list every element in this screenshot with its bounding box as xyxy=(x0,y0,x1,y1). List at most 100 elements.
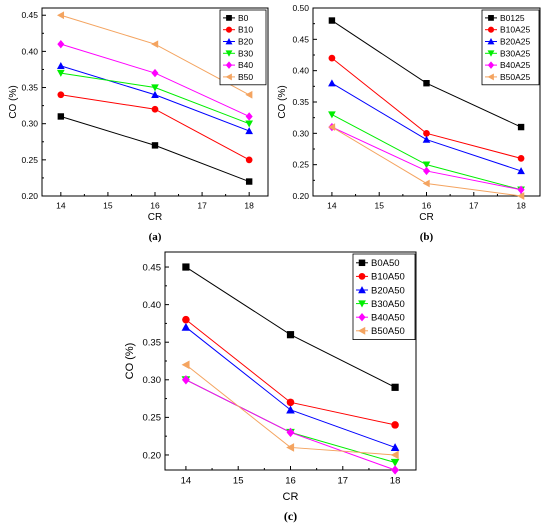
legend-marker xyxy=(358,259,366,267)
legend-label: B30A50 xyxy=(371,299,405,310)
legend-marker xyxy=(225,50,233,57)
x-axis-title: CR xyxy=(419,212,433,223)
series-line xyxy=(185,379,396,463)
legend-label: B0A50 xyxy=(371,258,400,269)
data-point xyxy=(56,11,65,20)
data-point xyxy=(245,90,253,99)
data-point xyxy=(286,443,295,452)
legend-label: B20A50 xyxy=(371,285,405,296)
y-tick-label: 0.25 xyxy=(21,155,38,165)
series-B20A25 xyxy=(328,79,525,175)
legend: B0A50 B10A50 B20A50 B30A50 B40A50 B50A50 xyxy=(352,253,416,340)
x-tick-label: 16 xyxy=(422,201,432,211)
legend-marker xyxy=(487,26,495,33)
legend-label: B0 xyxy=(238,13,249,23)
data-point xyxy=(286,331,295,339)
data-point xyxy=(57,113,65,120)
legend-label: B20 xyxy=(238,36,253,46)
x-tick-label: 14 xyxy=(181,476,192,487)
series-B0 xyxy=(57,113,253,185)
data-point xyxy=(151,90,159,98)
y-axis-title: CO (%) xyxy=(8,85,19,118)
series-line xyxy=(60,115,250,183)
x-tick-label: 18 xyxy=(390,476,401,487)
series-B10 xyxy=(57,91,253,164)
legend-marker xyxy=(226,15,232,21)
x-tick-label: 15 xyxy=(103,201,113,211)
series-B50 xyxy=(56,11,253,99)
x-tick-label: 14 xyxy=(56,201,66,211)
data-point xyxy=(245,127,254,135)
x-tick-label: 18 xyxy=(244,201,254,211)
data-point xyxy=(390,450,399,460)
chart-panel-c: 14 15 16 17 18 0.20 0.25 0.30 0.35 0.40 0.45 CR CO (… xyxy=(124,251,417,523)
legend-marker xyxy=(225,38,233,45)
series-line xyxy=(185,379,396,471)
y-tick-label: 0.20 xyxy=(21,191,38,201)
legend-label: B50A50 xyxy=(371,326,405,337)
chart-caption: (c) xyxy=(284,509,297,523)
data-point xyxy=(390,443,400,452)
series-B30 xyxy=(56,69,254,128)
data-point xyxy=(422,179,430,188)
legend-label: B50A25 xyxy=(500,72,531,82)
legend-marker xyxy=(487,61,495,69)
series-B20 xyxy=(56,62,254,135)
legend-marker xyxy=(358,312,366,322)
legend-marker xyxy=(225,26,233,33)
x-tick-label: 14 xyxy=(327,201,337,211)
x-tick-label: 15 xyxy=(233,476,244,487)
data-point xyxy=(57,91,65,99)
y-tick-label: 0.45 xyxy=(21,10,38,20)
legend-box xyxy=(481,9,540,86)
chart-panel-a: 14 15 16 17 18 0.20 0.25 0.30 0.35 0.40 0.45 CR CO (… xyxy=(8,7,269,243)
data-point xyxy=(328,79,336,87)
legend-marker xyxy=(225,73,232,81)
legend-marker xyxy=(487,73,494,81)
legend-label: B40A25 xyxy=(500,60,531,70)
y-tick-label: 0.40 xyxy=(143,300,162,311)
series-B10A25 xyxy=(328,54,525,162)
series-B40 xyxy=(57,39,253,121)
data-point xyxy=(151,142,159,149)
y-tick-label: 0.30 xyxy=(21,119,38,129)
data-point xyxy=(517,192,525,200)
series-B40A50 xyxy=(181,375,400,475)
data-point xyxy=(181,360,190,370)
data-point xyxy=(422,161,431,169)
x-tick-label: 17 xyxy=(197,201,207,211)
data-point xyxy=(517,123,525,131)
data-point xyxy=(181,322,191,331)
y-tick-label: 0.40 xyxy=(21,46,38,56)
data-point xyxy=(56,62,65,70)
y-axis-title: CO (%) xyxy=(277,85,288,118)
legend-marker xyxy=(358,300,366,308)
legend-label: B30 xyxy=(238,48,253,58)
data-point xyxy=(517,155,525,162)
legend-label: B10A25 xyxy=(500,25,531,35)
y-tick-label: 0.25 xyxy=(292,160,309,170)
data-point xyxy=(245,156,253,164)
y-tick-label: 0.20 xyxy=(143,450,162,461)
data-point xyxy=(245,120,254,128)
y-tick-label: 0.35 xyxy=(21,83,38,93)
data-point xyxy=(182,263,190,271)
x-tick-label: 18 xyxy=(516,201,526,211)
data-point xyxy=(151,68,159,78)
legend-label: B20A25 xyxy=(500,36,531,46)
x-tick-label: 17 xyxy=(338,476,349,487)
chart-caption: (b) xyxy=(420,231,434,243)
data-point xyxy=(245,112,253,121)
x-tick-label: 15 xyxy=(374,201,384,211)
data-point xyxy=(151,105,159,113)
data-point xyxy=(286,398,295,407)
legend-label: B30A25 xyxy=(500,48,531,58)
x-axis-title: CR xyxy=(148,212,162,223)
series-B0A50 xyxy=(182,263,399,391)
data-point xyxy=(57,39,65,49)
series-line xyxy=(331,82,522,172)
x-axis-title: CR xyxy=(283,491,299,503)
legend-marker xyxy=(487,50,495,57)
